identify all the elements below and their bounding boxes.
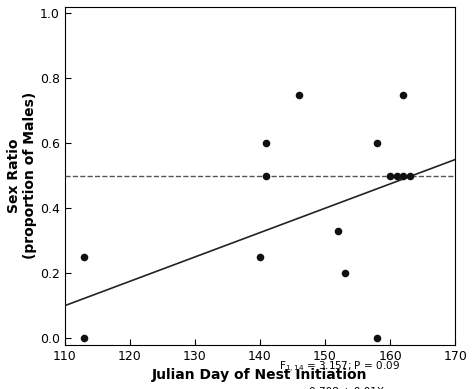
X-axis label: Julian Day of Nest Initiation: Julian Day of Nest Initiation: [152, 368, 368, 382]
Point: [81, 254, 88, 260]
Point: [263, 173, 270, 179]
Point: [406, 173, 413, 179]
Point: [386, 173, 394, 179]
Point: [399, 91, 407, 98]
Point: [334, 228, 342, 234]
Point: [399, 173, 407, 179]
Point: [393, 173, 401, 179]
Point: [295, 91, 303, 98]
Point: [373, 140, 381, 146]
Point: [341, 270, 348, 276]
Text: F$_{1,14}$ = 3.157; P = 0.09: F$_{1,14}$ = 3.157; P = 0.09: [280, 360, 401, 375]
Point: [81, 335, 88, 341]
Point: [373, 335, 381, 341]
Point: [256, 254, 264, 260]
Y-axis label: Sex Ratio
(proportion of Males): Sex Ratio (proportion of Males): [7, 92, 37, 259]
Text: y = −0.708 + 0.01X: y = −0.708 + 0.01X: [280, 387, 384, 389]
Point: [263, 140, 270, 146]
